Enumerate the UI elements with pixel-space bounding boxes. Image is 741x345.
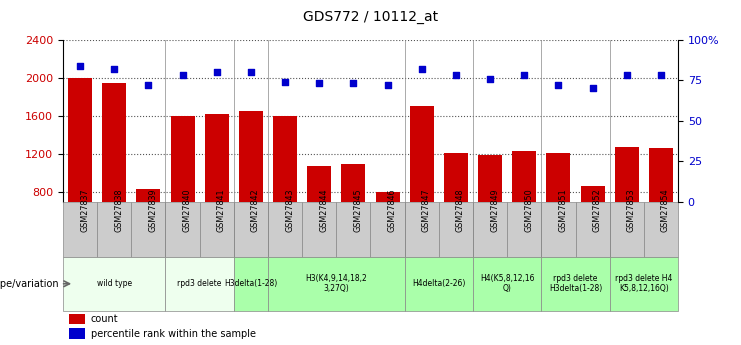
Bar [69,328,84,339]
Bar [170,116,195,269]
FancyBboxPatch shape [63,202,97,257]
FancyBboxPatch shape [165,202,199,257]
FancyBboxPatch shape [610,202,644,257]
Point [210,69,222,75]
Text: H3delta(1-28): H3delta(1-28) [225,279,278,288]
Text: genotype/variation: genotype/variation [0,279,59,289]
FancyBboxPatch shape [336,202,370,257]
Bar [478,155,502,269]
Point [621,72,633,78]
FancyBboxPatch shape [576,202,610,257]
Text: wild type: wild type [96,279,132,288]
Bar [581,186,605,269]
Bar [273,116,297,269]
Text: H3(K4,9,14,18,2
3,27Q): H3(K4,9,14,18,2 3,27Q) [305,274,368,294]
Point [587,86,599,91]
Bar [136,189,160,269]
Bar [410,107,433,269]
Bar [102,82,126,269]
Text: GSM27849: GSM27849 [490,188,499,232]
Bar [308,166,331,269]
Bar [376,192,399,269]
FancyBboxPatch shape [199,202,234,257]
Point [416,66,428,72]
FancyBboxPatch shape [131,202,165,257]
Point [108,66,120,72]
Text: GSM27844: GSM27844 [319,188,328,232]
FancyBboxPatch shape [234,202,268,257]
FancyBboxPatch shape [473,202,507,257]
Text: GSM27839: GSM27839 [148,188,157,232]
Bar [546,153,571,269]
FancyBboxPatch shape [97,202,131,257]
Text: GSM27846: GSM27846 [388,188,396,232]
Text: GSM27854: GSM27854 [661,188,670,232]
Point [176,72,188,78]
Text: GSM27841: GSM27841 [216,188,226,232]
Point [142,82,154,88]
Text: GSM27847: GSM27847 [422,188,431,232]
Text: GSM27837: GSM27837 [80,188,89,232]
Point [450,72,462,78]
FancyBboxPatch shape [405,202,439,257]
FancyBboxPatch shape [302,202,336,257]
FancyBboxPatch shape [268,202,302,257]
Bar [205,114,229,269]
Bar [649,148,673,269]
Bar [68,78,92,269]
Text: percentile rank within the sample: percentile rank within the sample [90,329,256,339]
Text: GSM27840: GSM27840 [182,188,192,232]
Point [74,63,86,68]
FancyBboxPatch shape [268,257,405,310]
Text: GSM27850: GSM27850 [524,188,534,232]
Text: GSM27845: GSM27845 [353,188,362,232]
Text: count: count [90,314,119,324]
Text: GSM27838: GSM27838 [114,188,123,232]
Point [313,81,325,86]
Text: GDS772 / 10112_at: GDS772 / 10112_at [303,10,438,24]
Text: rpd3 delete H4
K5,8,12,16Q): rpd3 delete H4 K5,8,12,16Q) [615,274,673,294]
Text: GSM27853: GSM27853 [627,188,636,232]
Bar [69,314,84,324]
Point [348,81,359,86]
FancyBboxPatch shape [507,202,542,257]
Text: rpd3 delete: rpd3 delete [178,279,222,288]
FancyBboxPatch shape [234,257,268,310]
FancyBboxPatch shape [542,202,576,257]
Bar [342,164,365,269]
Point [279,79,291,85]
Point [553,82,565,88]
Text: GSM27848: GSM27848 [456,188,465,232]
FancyBboxPatch shape [439,202,473,257]
Point [245,69,257,75]
FancyBboxPatch shape [405,257,473,310]
Point [518,72,530,78]
Text: GSM27843: GSM27843 [285,188,294,232]
FancyBboxPatch shape [370,202,405,257]
Text: H4(K5,8,12,16
Q): H4(K5,8,12,16 Q) [480,274,534,294]
Text: rpd3 delete
H3delta(1-28): rpd3 delete H3delta(1-28) [549,274,602,294]
Text: GSM27852: GSM27852 [593,188,602,232]
Point [655,72,667,78]
FancyBboxPatch shape [473,257,542,310]
Bar [444,153,468,269]
Text: GSM27842: GSM27842 [251,188,260,232]
Text: GSM27851: GSM27851 [559,188,568,232]
FancyBboxPatch shape [542,257,610,310]
Point [484,76,496,81]
FancyBboxPatch shape [610,257,678,310]
Point [382,82,393,88]
Text: H4delta(2-26): H4delta(2-26) [412,279,465,288]
FancyBboxPatch shape [644,202,678,257]
FancyBboxPatch shape [165,257,234,310]
Bar [615,147,639,269]
Bar [512,151,536,269]
Bar [239,111,263,269]
FancyBboxPatch shape [63,257,165,310]
